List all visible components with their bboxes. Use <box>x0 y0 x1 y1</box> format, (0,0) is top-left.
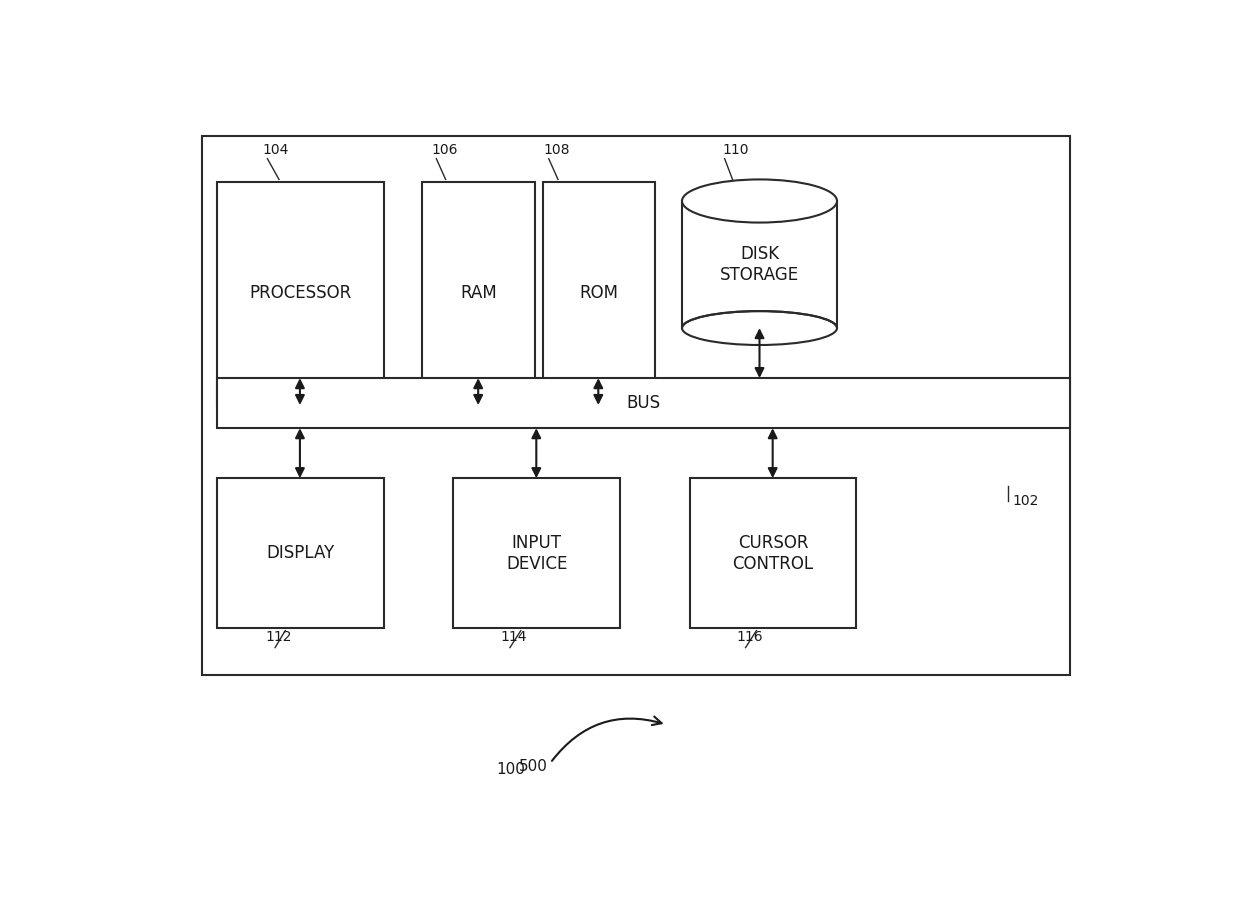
Text: DISK
STORAGE: DISK STORAGE <box>720 245 799 284</box>
Text: 114: 114 <box>501 630 527 644</box>
Text: 500: 500 <box>520 759 548 775</box>
Text: 106: 106 <box>432 143 458 157</box>
Text: BUS: BUS <box>626 394 661 412</box>
Bar <box>201 136 1069 674</box>
Text: PROCESSOR: PROCESSOR <box>249 284 351 302</box>
Bar <box>423 182 534 405</box>
Text: RAM: RAM <box>460 284 497 302</box>
Ellipse shape <box>682 311 837 345</box>
Bar <box>454 478 620 628</box>
Text: CURSOR
CONTROL: CURSOR CONTROL <box>733 534 813 573</box>
Text: 102: 102 <box>1012 494 1039 509</box>
Text: ROM: ROM <box>579 284 619 302</box>
Bar <box>217 478 383 628</box>
Text: 116: 116 <box>735 630 763 644</box>
Text: 110: 110 <box>723 143 749 157</box>
Text: 108: 108 <box>544 143 570 157</box>
Text: DISPLAY: DISPLAY <box>267 544 335 562</box>
Text: 104: 104 <box>263 143 289 157</box>
Bar <box>689 478 857 628</box>
Text: 100: 100 <box>496 762 525 776</box>
Text: 112: 112 <box>265 630 291 644</box>
Bar <box>682 201 837 328</box>
Text: INPUT
DEVICE: INPUT DEVICE <box>506 534 568 573</box>
Ellipse shape <box>682 179 837 223</box>
Bar <box>217 378 1069 428</box>
Bar <box>217 182 383 405</box>
Bar <box>543 182 655 405</box>
